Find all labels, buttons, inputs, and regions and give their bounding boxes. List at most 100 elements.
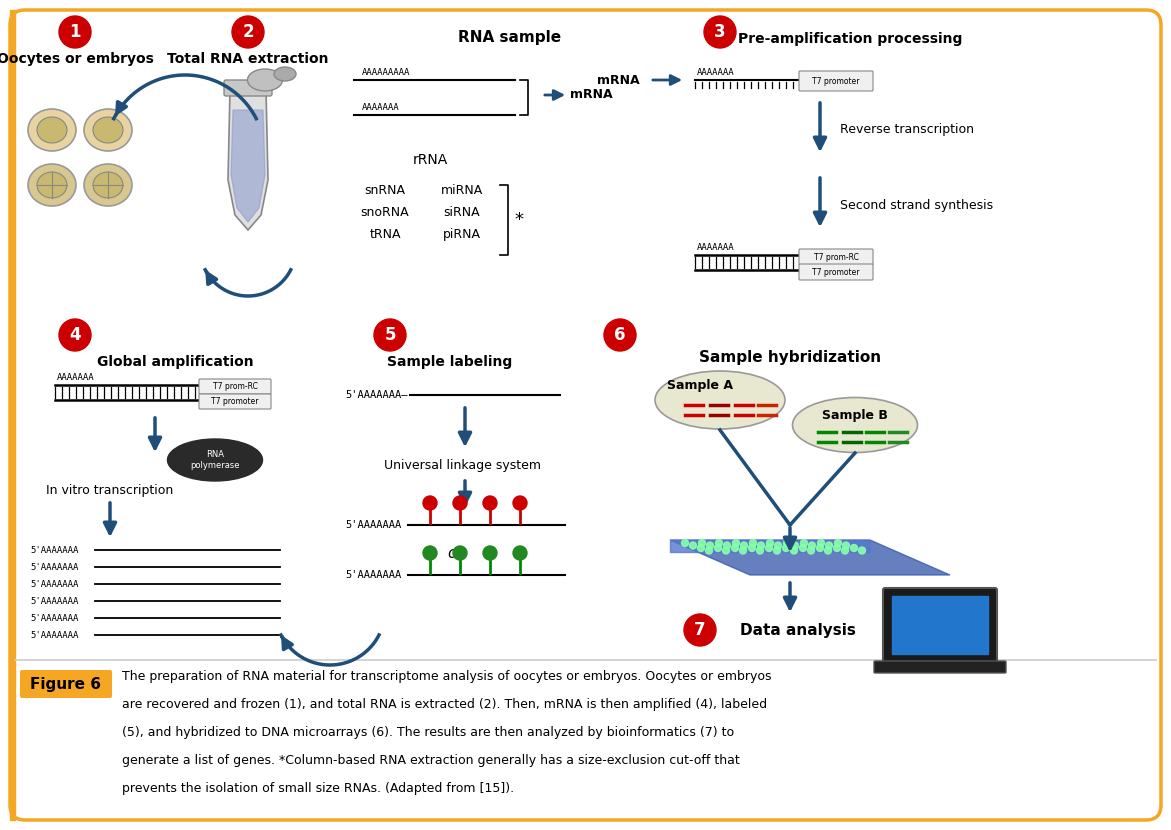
Circle shape: [482, 496, 497, 510]
Text: Data analysis: Data analysis: [740, 622, 856, 637]
Circle shape: [748, 544, 755, 551]
Circle shape: [824, 547, 831, 554]
Circle shape: [850, 544, 857, 551]
Ellipse shape: [167, 439, 262, 481]
Circle shape: [858, 547, 865, 554]
Text: miRNA: miRNA: [440, 183, 484, 197]
Circle shape: [715, 540, 723, 546]
Ellipse shape: [37, 117, 67, 143]
Circle shape: [766, 544, 773, 551]
Text: AAAAAAA: AAAAAAA: [57, 373, 95, 382]
Text: 5'AAAAAAA: 5'AAAAAAA: [345, 520, 402, 530]
Circle shape: [513, 496, 527, 510]
Text: 1: 1: [69, 23, 81, 41]
Circle shape: [705, 547, 712, 554]
Circle shape: [684, 614, 715, 646]
Text: mRNA: mRNA: [597, 74, 641, 86]
Circle shape: [59, 16, 91, 48]
Text: AAAAAAAAA: AAAAAAAAA: [362, 68, 410, 77]
Text: T7 promoter: T7 promoter: [813, 267, 860, 276]
Text: AAAAAAA: AAAAAAA: [697, 68, 734, 77]
FancyBboxPatch shape: [224, 80, 272, 96]
Circle shape: [513, 546, 527, 560]
Text: 5'AAAAAAA: 5'AAAAAAA: [30, 545, 78, 554]
Circle shape: [774, 547, 781, 554]
Circle shape: [682, 540, 689, 546]
Circle shape: [792, 542, 799, 549]
Text: *: *: [514, 211, 523, 229]
Circle shape: [724, 542, 731, 549]
Text: 5'AAAAAAA: 5'AAAAAAA: [345, 570, 402, 580]
Circle shape: [732, 544, 739, 551]
Text: 3: 3: [714, 23, 726, 41]
Text: Sample hybridization: Sample hybridization: [699, 350, 881, 365]
Text: T7 prom-RC: T7 prom-RC: [213, 382, 258, 391]
Text: 5'AAAAAAA: 5'AAAAAAA: [30, 597, 78, 606]
Ellipse shape: [93, 117, 123, 143]
Ellipse shape: [93, 172, 123, 198]
Text: Global amplification: Global amplification: [97, 355, 253, 369]
Circle shape: [733, 540, 740, 546]
Text: prevents the isolation of small size RNAs. (Adapted from [15]).: prevents the isolation of small size RNA…: [122, 782, 514, 795]
Ellipse shape: [84, 164, 132, 206]
Polygon shape: [228, 90, 268, 230]
Circle shape: [808, 542, 815, 549]
Circle shape: [453, 546, 467, 560]
Text: Total RNA extraction: Total RNA extraction: [167, 52, 329, 66]
Circle shape: [423, 546, 437, 560]
Text: 5'AAAAAAA: 5'AAAAAAA: [30, 579, 78, 588]
Text: 7: 7: [694, 621, 706, 639]
FancyBboxPatch shape: [11, 10, 1160, 820]
Circle shape: [782, 544, 789, 551]
Text: Reverse transcription: Reverse transcription: [840, 124, 974, 136]
Text: Second strand synthesis: Second strand synthesis: [840, 198, 993, 212]
Circle shape: [800, 544, 807, 551]
Text: 5: 5: [384, 326, 396, 344]
Text: 6: 6: [615, 326, 625, 344]
Text: generate a list of genes. *Column-based RNA extraction generally has a size-excl: generate a list of genes. *Column-based …: [122, 754, 740, 767]
Circle shape: [749, 540, 756, 546]
Text: siRNA: siRNA: [444, 206, 480, 218]
Circle shape: [767, 540, 774, 546]
Ellipse shape: [37, 172, 67, 198]
Text: 5'AAAAAAA—: 5'AAAAAAA—: [345, 390, 408, 400]
Polygon shape: [670, 540, 950, 575]
Text: AAAAAAA: AAAAAAA: [697, 243, 734, 252]
Text: The preparation of RNA material for transcriptome analysis of oocytes or embryos: The preparation of RNA material for tran…: [122, 670, 772, 683]
Circle shape: [740, 542, 747, 549]
Text: T7 promoter: T7 promoter: [813, 76, 860, 85]
FancyBboxPatch shape: [799, 249, 874, 265]
Circle shape: [801, 540, 808, 546]
Circle shape: [790, 547, 797, 554]
Ellipse shape: [28, 109, 76, 151]
FancyBboxPatch shape: [199, 394, 271, 409]
Circle shape: [826, 542, 833, 549]
Circle shape: [808, 547, 815, 554]
Text: 5'AAAAAAA: 5'AAAAAAA: [30, 613, 78, 622]
FancyBboxPatch shape: [799, 71, 874, 91]
Bar: [11, 10, 15, 820]
Text: 4: 4: [69, 326, 81, 344]
Ellipse shape: [84, 109, 132, 151]
Circle shape: [374, 319, 406, 351]
Polygon shape: [670, 540, 870, 552]
Text: In vitro transcription: In vitro transcription: [47, 484, 173, 496]
Circle shape: [783, 540, 790, 546]
FancyBboxPatch shape: [20, 670, 112, 698]
Circle shape: [482, 546, 497, 560]
Text: or: or: [447, 545, 463, 560]
Circle shape: [835, 540, 842, 546]
Text: rRNA: rRNA: [412, 153, 447, 167]
Text: 5'AAAAAAA: 5'AAAAAAA: [30, 631, 78, 639]
Text: Universal linkage system: Universal linkage system: [384, 458, 541, 471]
Text: piRNA: piRNA: [443, 227, 481, 241]
Circle shape: [817, 540, 824, 546]
Text: Figure 6: Figure 6: [30, 676, 102, 691]
Circle shape: [423, 496, 437, 510]
Circle shape: [740, 547, 746, 554]
Text: Sample A: Sample A: [667, 378, 733, 392]
Text: Oocytes or embryos: Oocytes or embryos: [0, 52, 153, 66]
Circle shape: [842, 542, 849, 549]
Circle shape: [698, 544, 705, 551]
Text: Sample B: Sample B: [822, 408, 888, 422]
